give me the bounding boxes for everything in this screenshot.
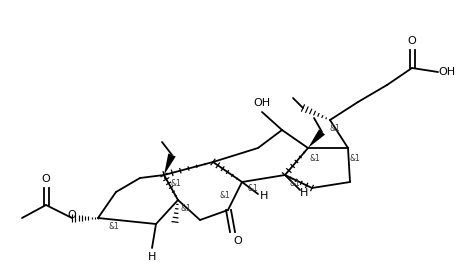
Text: OH: OH (253, 98, 270, 108)
Polygon shape (308, 129, 325, 148)
Text: O: O (408, 36, 416, 46)
Text: &1: &1 (330, 123, 341, 133)
Text: &1: &1 (108, 222, 119, 230)
Text: OH: OH (438, 67, 455, 77)
Text: &1: &1 (310, 153, 321, 163)
Text: &1: &1 (290, 178, 301, 187)
Text: &1: &1 (170, 178, 181, 187)
Text: O: O (234, 236, 243, 246)
Text: &1: &1 (248, 183, 259, 192)
Text: O: O (42, 174, 51, 184)
Text: H: H (148, 252, 156, 262)
Text: H: H (260, 191, 269, 201)
Polygon shape (164, 153, 176, 175)
Text: O: O (67, 210, 76, 220)
Text: &1: &1 (350, 153, 361, 163)
Text: H: H (300, 188, 308, 198)
Text: &1: &1 (220, 190, 231, 200)
Text: &1: &1 (180, 203, 191, 212)
